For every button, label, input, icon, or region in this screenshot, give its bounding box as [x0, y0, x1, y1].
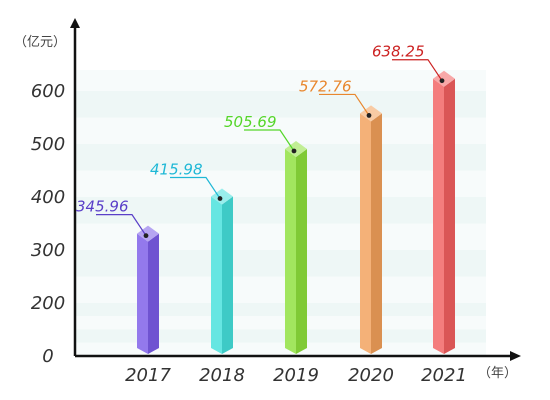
- value-leader-line: [170, 176, 221, 199]
- y-axis-arrow: [70, 18, 80, 28]
- grid-band: [76, 303, 486, 317]
- value-label-2018: 415.98: [150, 161, 203, 179]
- value-leader-line: [244, 129, 295, 152]
- grid-band: [76, 342, 486, 356]
- value-label-2021: 638.25: [372, 43, 425, 61]
- bar-2017: [137, 225, 159, 354]
- grid-band: [76, 144, 486, 171]
- value-label-2017: 345.96: [76, 198, 129, 216]
- x-tick-label: 2021: [421, 365, 467, 386]
- y-tick-label: 400: [31, 187, 65, 208]
- grid-band: [76, 316, 486, 330]
- value-leader-line: [96, 214, 147, 236]
- bars: 345.96 415.98 505.69 572.76 638.25: [76, 43, 455, 355]
- grid-band: [76, 91, 486, 118]
- value-leader-line: [319, 93, 370, 116]
- value-marker-dot: [217, 196, 223, 201]
- x-tick-labels: 2017 2018 2019 2020 2021: [125, 365, 467, 386]
- grid-band: [76, 170, 486, 197]
- y-tick-label: 0: [42, 346, 53, 367]
- x-axis-unit-label: （年）: [478, 366, 517, 381]
- y-tick-label: 600: [31, 81, 65, 102]
- y-tick-label: 500: [31, 134, 65, 155]
- value-label-2019: 505.69: [224, 113, 277, 131]
- grid-band: [76, 329, 486, 343]
- bar-2019: [285, 140, 307, 354]
- y-axis-unit-label: （亿元）: [14, 35, 66, 50]
- bar-2021: [433, 70, 455, 354]
- value-marker-dot: [366, 113, 372, 118]
- value-leader-line: [392, 59, 443, 82]
- y-tick-labels: 0 200 300 400 500 600: [31, 81, 65, 367]
- x-tick-label: 2020: [348, 365, 394, 386]
- x-tick-label: 2018: [199, 365, 245, 386]
- x-tick-label: 2017: [125, 365, 171, 386]
- value-marker-dot: [439, 78, 445, 84]
- bar-2018: [211, 188, 233, 354]
- x-tick-label: 2019: [273, 365, 319, 386]
- axes: [70, 18, 521, 361]
- y-tick-label: 300: [31, 240, 65, 261]
- value-label-2020: 572.76: [299, 77, 352, 95]
- grid-band: [76, 197, 486, 224]
- grid-band: [76, 70, 486, 91]
- value-marker-dot: [291, 148, 297, 154]
- value-marker-dot: [143, 233, 149, 239]
- x-axis-arrow: [510, 351, 521, 361]
- bar-2020: [360, 105, 382, 355]
- y-tick-label: 200: [31, 293, 65, 314]
